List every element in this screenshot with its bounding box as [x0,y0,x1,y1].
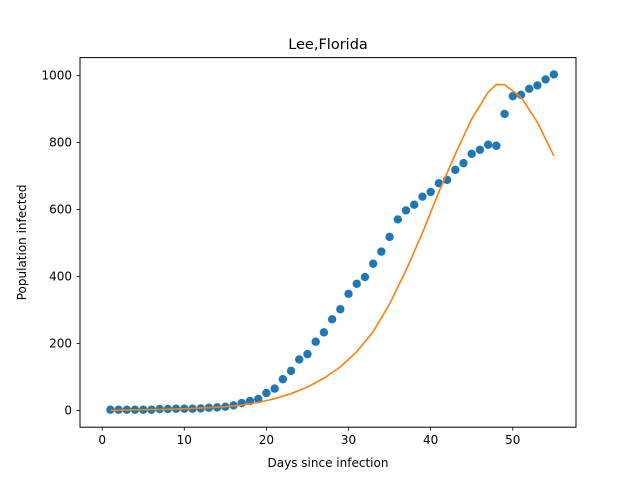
data-point [401,206,411,215]
x-tick-label: 0 [98,433,106,447]
y-tick-label: 800 [49,135,72,149]
data-point [336,305,345,314]
data-point [500,109,509,119]
data-point [483,140,493,149]
x-axis-ticks: 0 10 20 30 40 50 [98,427,520,447]
y-tick-label: 600 [49,202,72,216]
x-tick-label: 10 [177,433,192,447]
y-axis-ticks: 0 200 400 600 800 1000 [41,68,80,417]
y-tick-label: 0 [64,403,72,417]
data-point [549,70,559,79]
x-tick-label: 30 [341,433,356,447]
data-point [524,84,534,94]
data-point [270,384,279,393]
data-point [418,192,427,201]
data-point [278,375,288,384]
data-point [475,145,485,154]
data-point [311,337,320,346]
data-point [377,247,386,256]
data-point [368,259,378,268]
plot-frame [79,57,577,428]
data-point [467,149,476,158]
data-point [426,187,435,197]
x-tick-label: 50 [505,433,520,447]
plot-marks [106,70,559,414]
data-point [303,349,312,359]
y-tick-label: 400 [49,269,72,283]
data-point [286,366,296,376]
data-point [541,75,550,84]
data-point [492,141,501,150]
data-point [516,90,526,100]
data-point [459,158,468,168]
data-point [508,91,517,101]
x-tick-label: 40 [423,433,438,447]
data-point [410,200,419,209]
data-point [327,315,337,324]
data-point [533,81,542,90]
data-point [295,355,304,364]
x-tick-label: 20 [259,433,274,447]
data-point [360,272,370,282]
data-point [319,328,329,337]
data-point [352,279,361,288]
data-point [344,289,353,299]
data-point [451,165,460,175]
chart-title: Lee,Florida [288,37,368,53]
y-tick-label: 200 [49,336,72,350]
data-point [393,215,403,224]
y-tick-label: 1000 [41,68,72,82]
y-axis-label: Population infected [15,185,29,301]
data-point [262,388,271,398]
x-axis-label: Days since infection [268,456,389,470]
fit-line [110,83,555,412]
data-point [385,232,394,242]
